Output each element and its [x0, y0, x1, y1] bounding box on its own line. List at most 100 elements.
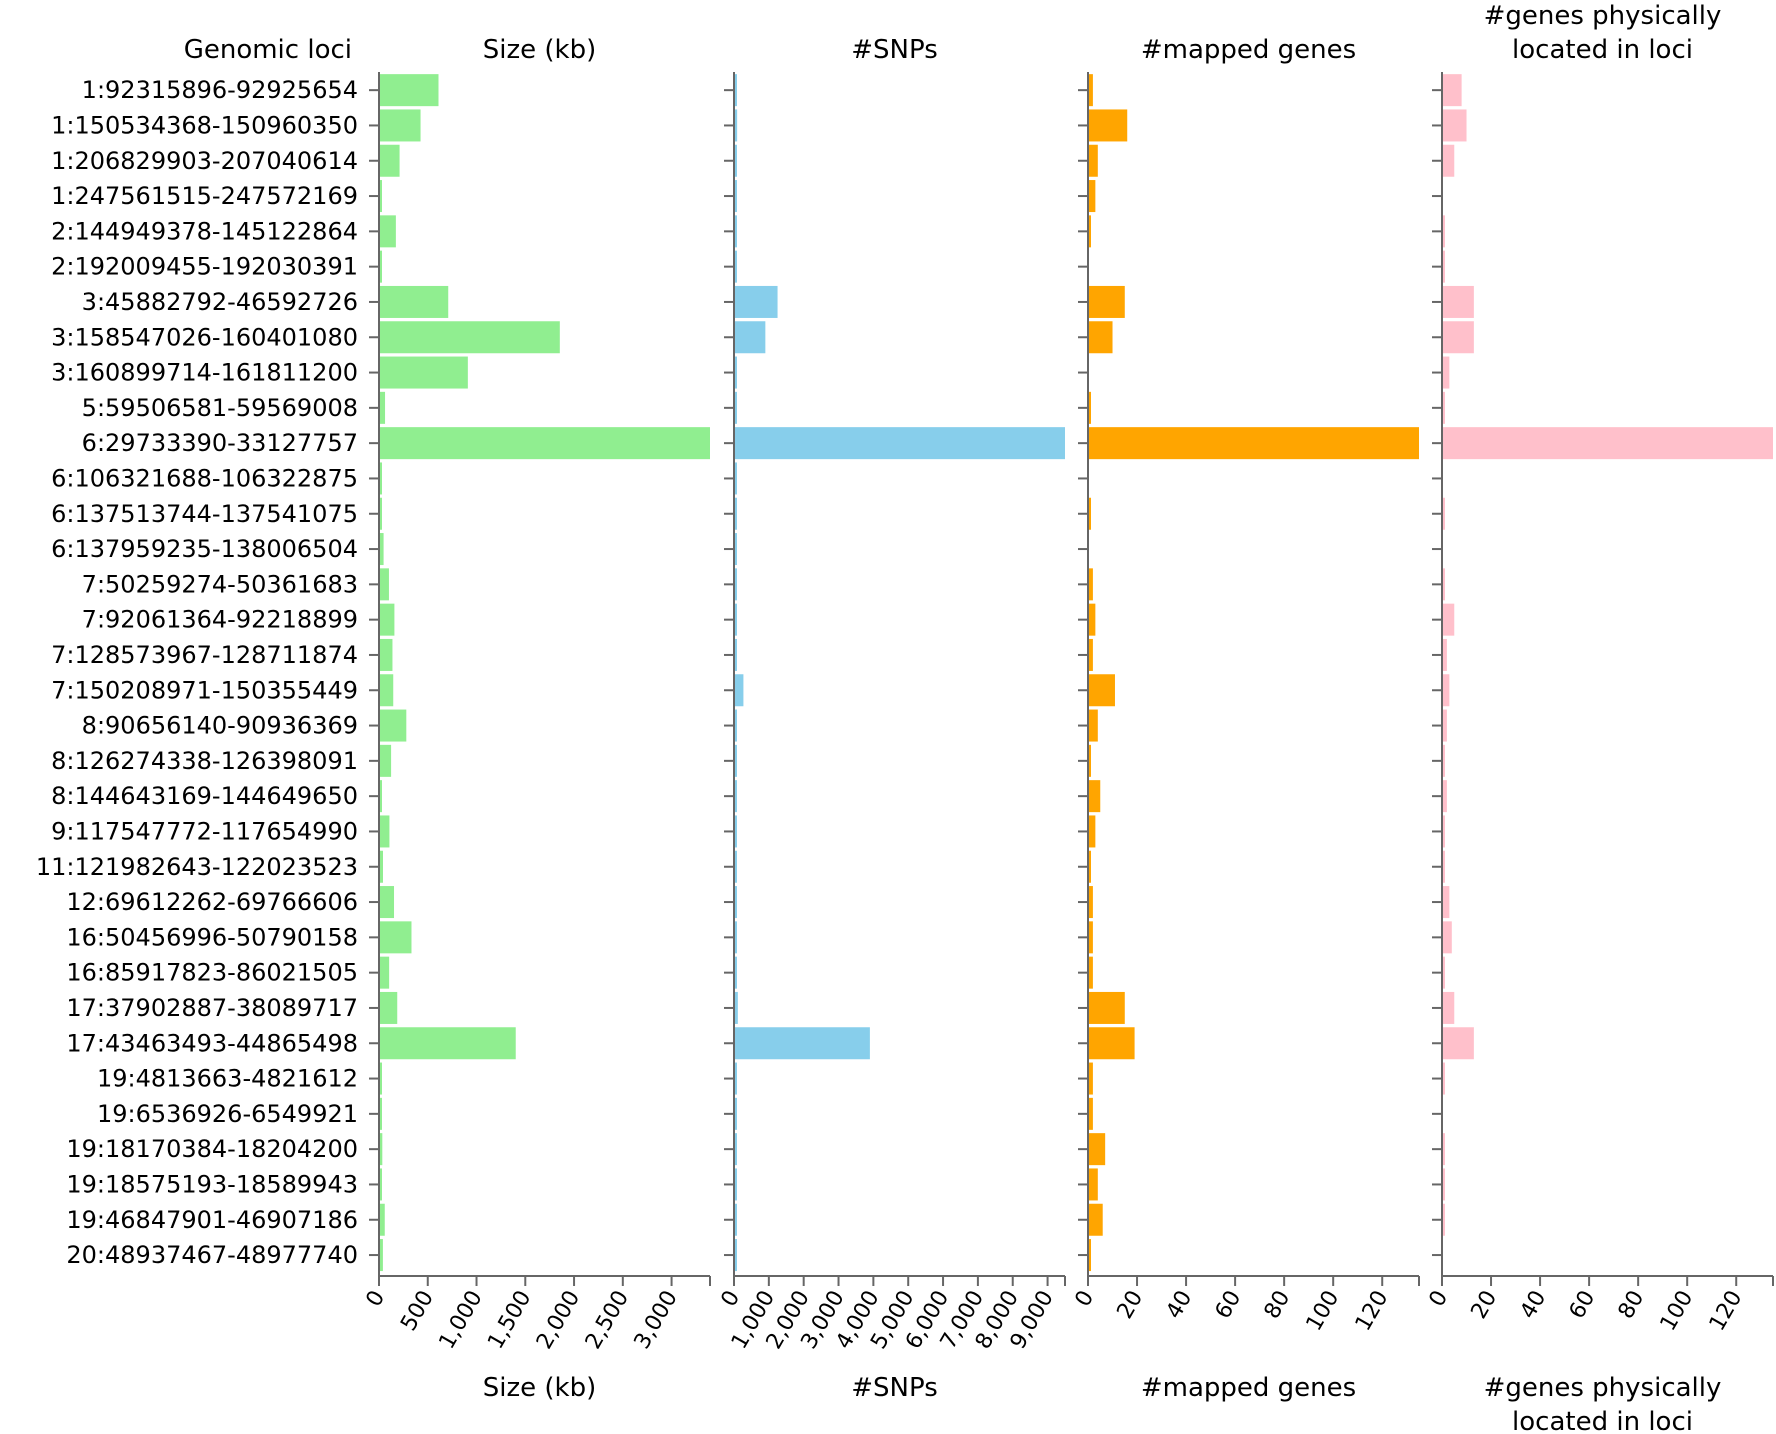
- panel-title-bottom: #mapped genes: [1141, 1373, 1356, 1403]
- bar: [1089, 921, 1093, 954]
- locus-label: 1:150534368-150960350: [51, 111, 358, 139]
- panel-title-top: #mapped genes: [1141, 35, 1356, 65]
- locus-label: 20:48937467-48977740: [66, 1241, 358, 1269]
- bar: [380, 674, 394, 707]
- bar: [380, 533, 384, 566]
- bar: [380, 1239, 383, 1272]
- locus-label: 8:90656140-90936369: [82, 712, 358, 740]
- panel-title-top: Size (kb): [483, 35, 596, 65]
- bar: [380, 603, 395, 636]
- locus-label: 19:6536926-6549921: [97, 1100, 358, 1128]
- bar: [735, 568, 737, 601]
- x-tick-label: 80: [1260, 1287, 1296, 1324]
- bar: [380, 1062, 382, 1095]
- bar: [1089, 886, 1093, 919]
- bar: [380, 780, 382, 813]
- bar: [1443, 850, 1445, 883]
- bar: [735, 1203, 737, 1236]
- locus-label: 6:29733390-33127757: [82, 429, 358, 457]
- bar: [380, 850, 383, 883]
- panel-4: 0 20 40 60 80 100 120 #genes physically located …: [1425, 1, 1774, 1434]
- x-tick-label: 20: [1113, 1287, 1149, 1324]
- bar: [380, 1097, 382, 1130]
- bar: [1443, 744, 1445, 777]
- bar: [735, 144, 737, 177]
- bar: [1443, 1203, 1445, 1236]
- locus-label: 5:59506581-59569008: [82, 394, 358, 422]
- locus-label: 6:137513744-137541075: [51, 500, 358, 528]
- locus-label: 19:18575193-18589943: [66, 1170, 358, 1198]
- bar: [735, 285, 778, 318]
- x-tick-label: 40: [1162, 1287, 1198, 1324]
- bar: [1089, 674, 1115, 707]
- bar: [1089, 180, 1096, 213]
- x-tick-label: 60: [1211, 1287, 1247, 1324]
- x-tick-label: 3,000: [630, 1287, 683, 1354]
- locus-label: 17:37902887-38089717: [66, 994, 358, 1022]
- bar: [380, 1133, 383, 1166]
- panel-title-bottom: #SNPs: [851, 1373, 938, 1403]
- bar: [1443, 709, 1447, 742]
- x-tick-label: 2,500: [581, 1287, 634, 1354]
- bar: [1443, 1133, 1445, 1166]
- locus-label: 2:144949378-145122864: [51, 217, 358, 245]
- bar: [735, 74, 737, 107]
- bar: [735, 1239, 737, 1272]
- bar: [735, 250, 737, 283]
- locus-label: 8:144643169-144649650: [51, 782, 358, 810]
- bar: [380, 462, 382, 495]
- bar: [735, 109, 738, 142]
- bar: [735, 321, 766, 354]
- bar: [1089, 744, 1091, 777]
- bar: [1089, 780, 1101, 813]
- bar: [1443, 780, 1447, 813]
- bar: [380, 991, 398, 1024]
- bar: [380, 1203, 385, 1236]
- bar: [380, 250, 382, 283]
- bar: [380, 285, 449, 318]
- bar: [1443, 391, 1445, 424]
- bar: [735, 462, 737, 495]
- bar: [1089, 956, 1093, 989]
- x-tick-label: 0: [1425, 1287, 1454, 1312]
- locus-label: 6:137959235-138006504: [51, 535, 358, 563]
- bar: [1443, 674, 1450, 707]
- locus-label: 2:192009455-192030391: [51, 253, 358, 281]
- locus-label: 16:50456996-50790158: [66, 923, 358, 951]
- bar: [1443, 74, 1462, 107]
- bar: [1443, 603, 1455, 636]
- bar: [1089, 850, 1091, 883]
- panel-title-bottom: Size (kb): [483, 1373, 596, 1403]
- bar: [1089, 1203, 1103, 1236]
- locus-label: 12:69612262-69766606: [66, 888, 358, 916]
- bar: [380, 1168, 382, 1201]
- locus-label: 7:128573967-128711874: [51, 641, 358, 669]
- x-tick-label: 60: [1565, 1287, 1601, 1324]
- bar: [380, 109, 421, 142]
- bar: [380, 391, 386, 424]
- x-tick-label: 120: [1351, 1287, 1394, 1336]
- locus-labels: 1:92315896-92925654 1:150534368-150960350…: [36, 76, 358, 1269]
- bar: [380, 356, 468, 389]
- bar: [380, 815, 390, 848]
- locus-label: 11:121982643-122023523: [36, 853, 358, 881]
- panel-title-top: located in loci: [1512, 35, 1693, 65]
- bar: [735, 356, 737, 389]
- bar: [1089, 568, 1093, 601]
- locus-label: 1:92315896-92925654: [82, 76, 358, 104]
- bar: [1089, 427, 1419, 460]
- locus-label: 6:106321688-106322875: [51, 464, 358, 492]
- bar: [1089, 109, 1128, 142]
- bar: [735, 780, 737, 813]
- x-tick-label: 0: [1071, 1287, 1100, 1312]
- bar: [380, 921, 412, 954]
- bar: [380, 74, 439, 107]
- locus-label: 7:92061364-92218899: [82, 606, 358, 634]
- x-tick-label: 500: [396, 1287, 439, 1336]
- bar: [735, 850, 737, 883]
- bar: [1089, 991, 1125, 1024]
- bar: [1443, 285, 1474, 318]
- bar: [1089, 815, 1096, 848]
